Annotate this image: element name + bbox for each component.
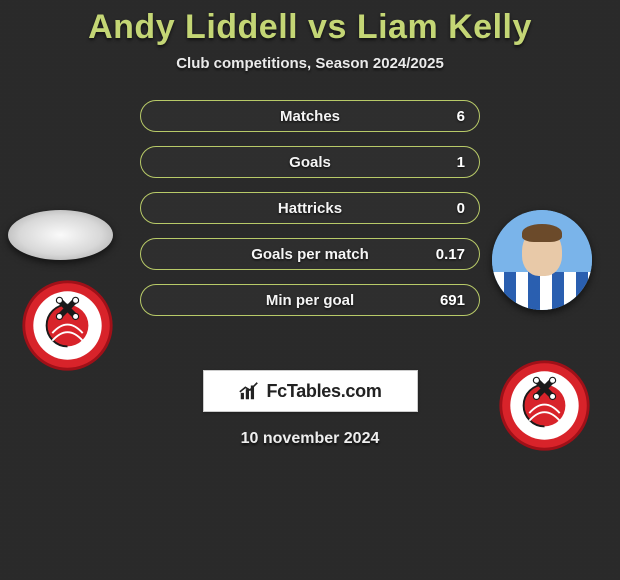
stat-label: Hattricks bbox=[193, 200, 427, 217]
stat-row: Matches 6 bbox=[140, 100, 480, 132]
brand-badge: FcTables.com bbox=[203, 370, 418, 412]
bar-chart-icon bbox=[238, 380, 260, 402]
stat-right-value: 6 bbox=[427, 108, 465, 125]
infographic-container: Andy Liddell vs Liam Kelly Club competit… bbox=[0, 0, 620, 448]
stat-label: Min per goal bbox=[193, 292, 427, 309]
stat-right-value: 0.17 bbox=[427, 246, 465, 263]
player-left-club-badge bbox=[20, 278, 115, 373]
stat-row: Hattricks 0 bbox=[140, 192, 480, 224]
brand-label: FcTables.com bbox=[266, 381, 381, 402]
stat-right-value: 691 bbox=[427, 292, 465, 309]
player-right-club-badge bbox=[497, 358, 592, 453]
stat-row: Min per goal 691 bbox=[140, 284, 480, 316]
stat-row: Goals per match 0.17 bbox=[140, 238, 480, 270]
comparison-title: Andy Liddell vs Liam Kelly bbox=[0, 8, 620, 47]
stat-label: Goals bbox=[193, 154, 427, 171]
stat-right-value: 1 bbox=[427, 154, 465, 171]
avatar-jersey bbox=[492, 272, 592, 310]
stat-rows: Matches 6 Goals 1 Hattricks 0 Goals per … bbox=[140, 100, 480, 330]
comparison-subtitle: Club competitions, Season 2024/2025 bbox=[0, 55, 620, 72]
avatar-hair bbox=[522, 224, 562, 242]
player-right-avatar bbox=[492, 210, 592, 310]
stat-label: Goals per match bbox=[193, 246, 427, 263]
player-left-avatar bbox=[8, 210, 113, 260]
stat-right-value: 0 bbox=[427, 200, 465, 217]
club-badge-icon bbox=[20, 278, 115, 373]
stat-row: Goals 1 bbox=[140, 146, 480, 178]
comparison-area: Matches 6 Goals 1 Hattricks 0 Goals per … bbox=[0, 100, 620, 340]
club-badge-icon bbox=[497, 358, 592, 453]
stat-label: Matches bbox=[193, 108, 427, 125]
